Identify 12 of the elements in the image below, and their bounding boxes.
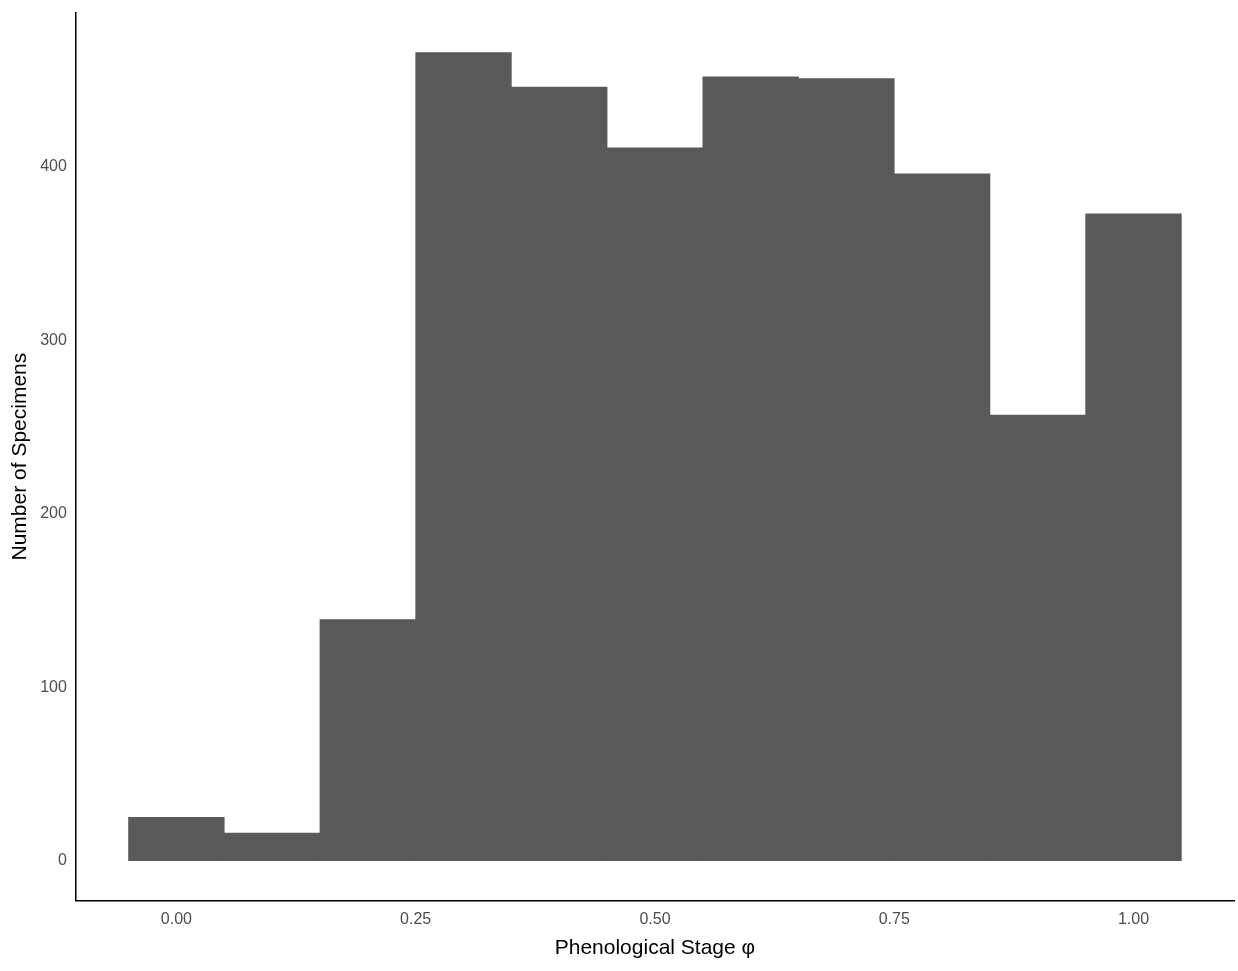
x-tick-label: 0.00 [160,909,193,927]
y-tick-label: 200 [40,504,67,522]
x-tick-label: 0.25 [400,909,432,927]
y-tick-label: 400 [40,157,67,175]
y-tick-label: 100 [40,677,67,695]
x-axis-title: Phenological Stage φ [554,935,756,959]
y-tick-label: 0 [57,851,67,869]
y-axis-title: Number of Specimens [7,352,31,561]
x-tick-label: 0.50 [639,909,671,927]
x-tick-label: 1.00 [1117,909,1150,927]
y-tick-label: 300 [40,330,67,348]
x-tick-label: 0.75 [878,909,910,927]
